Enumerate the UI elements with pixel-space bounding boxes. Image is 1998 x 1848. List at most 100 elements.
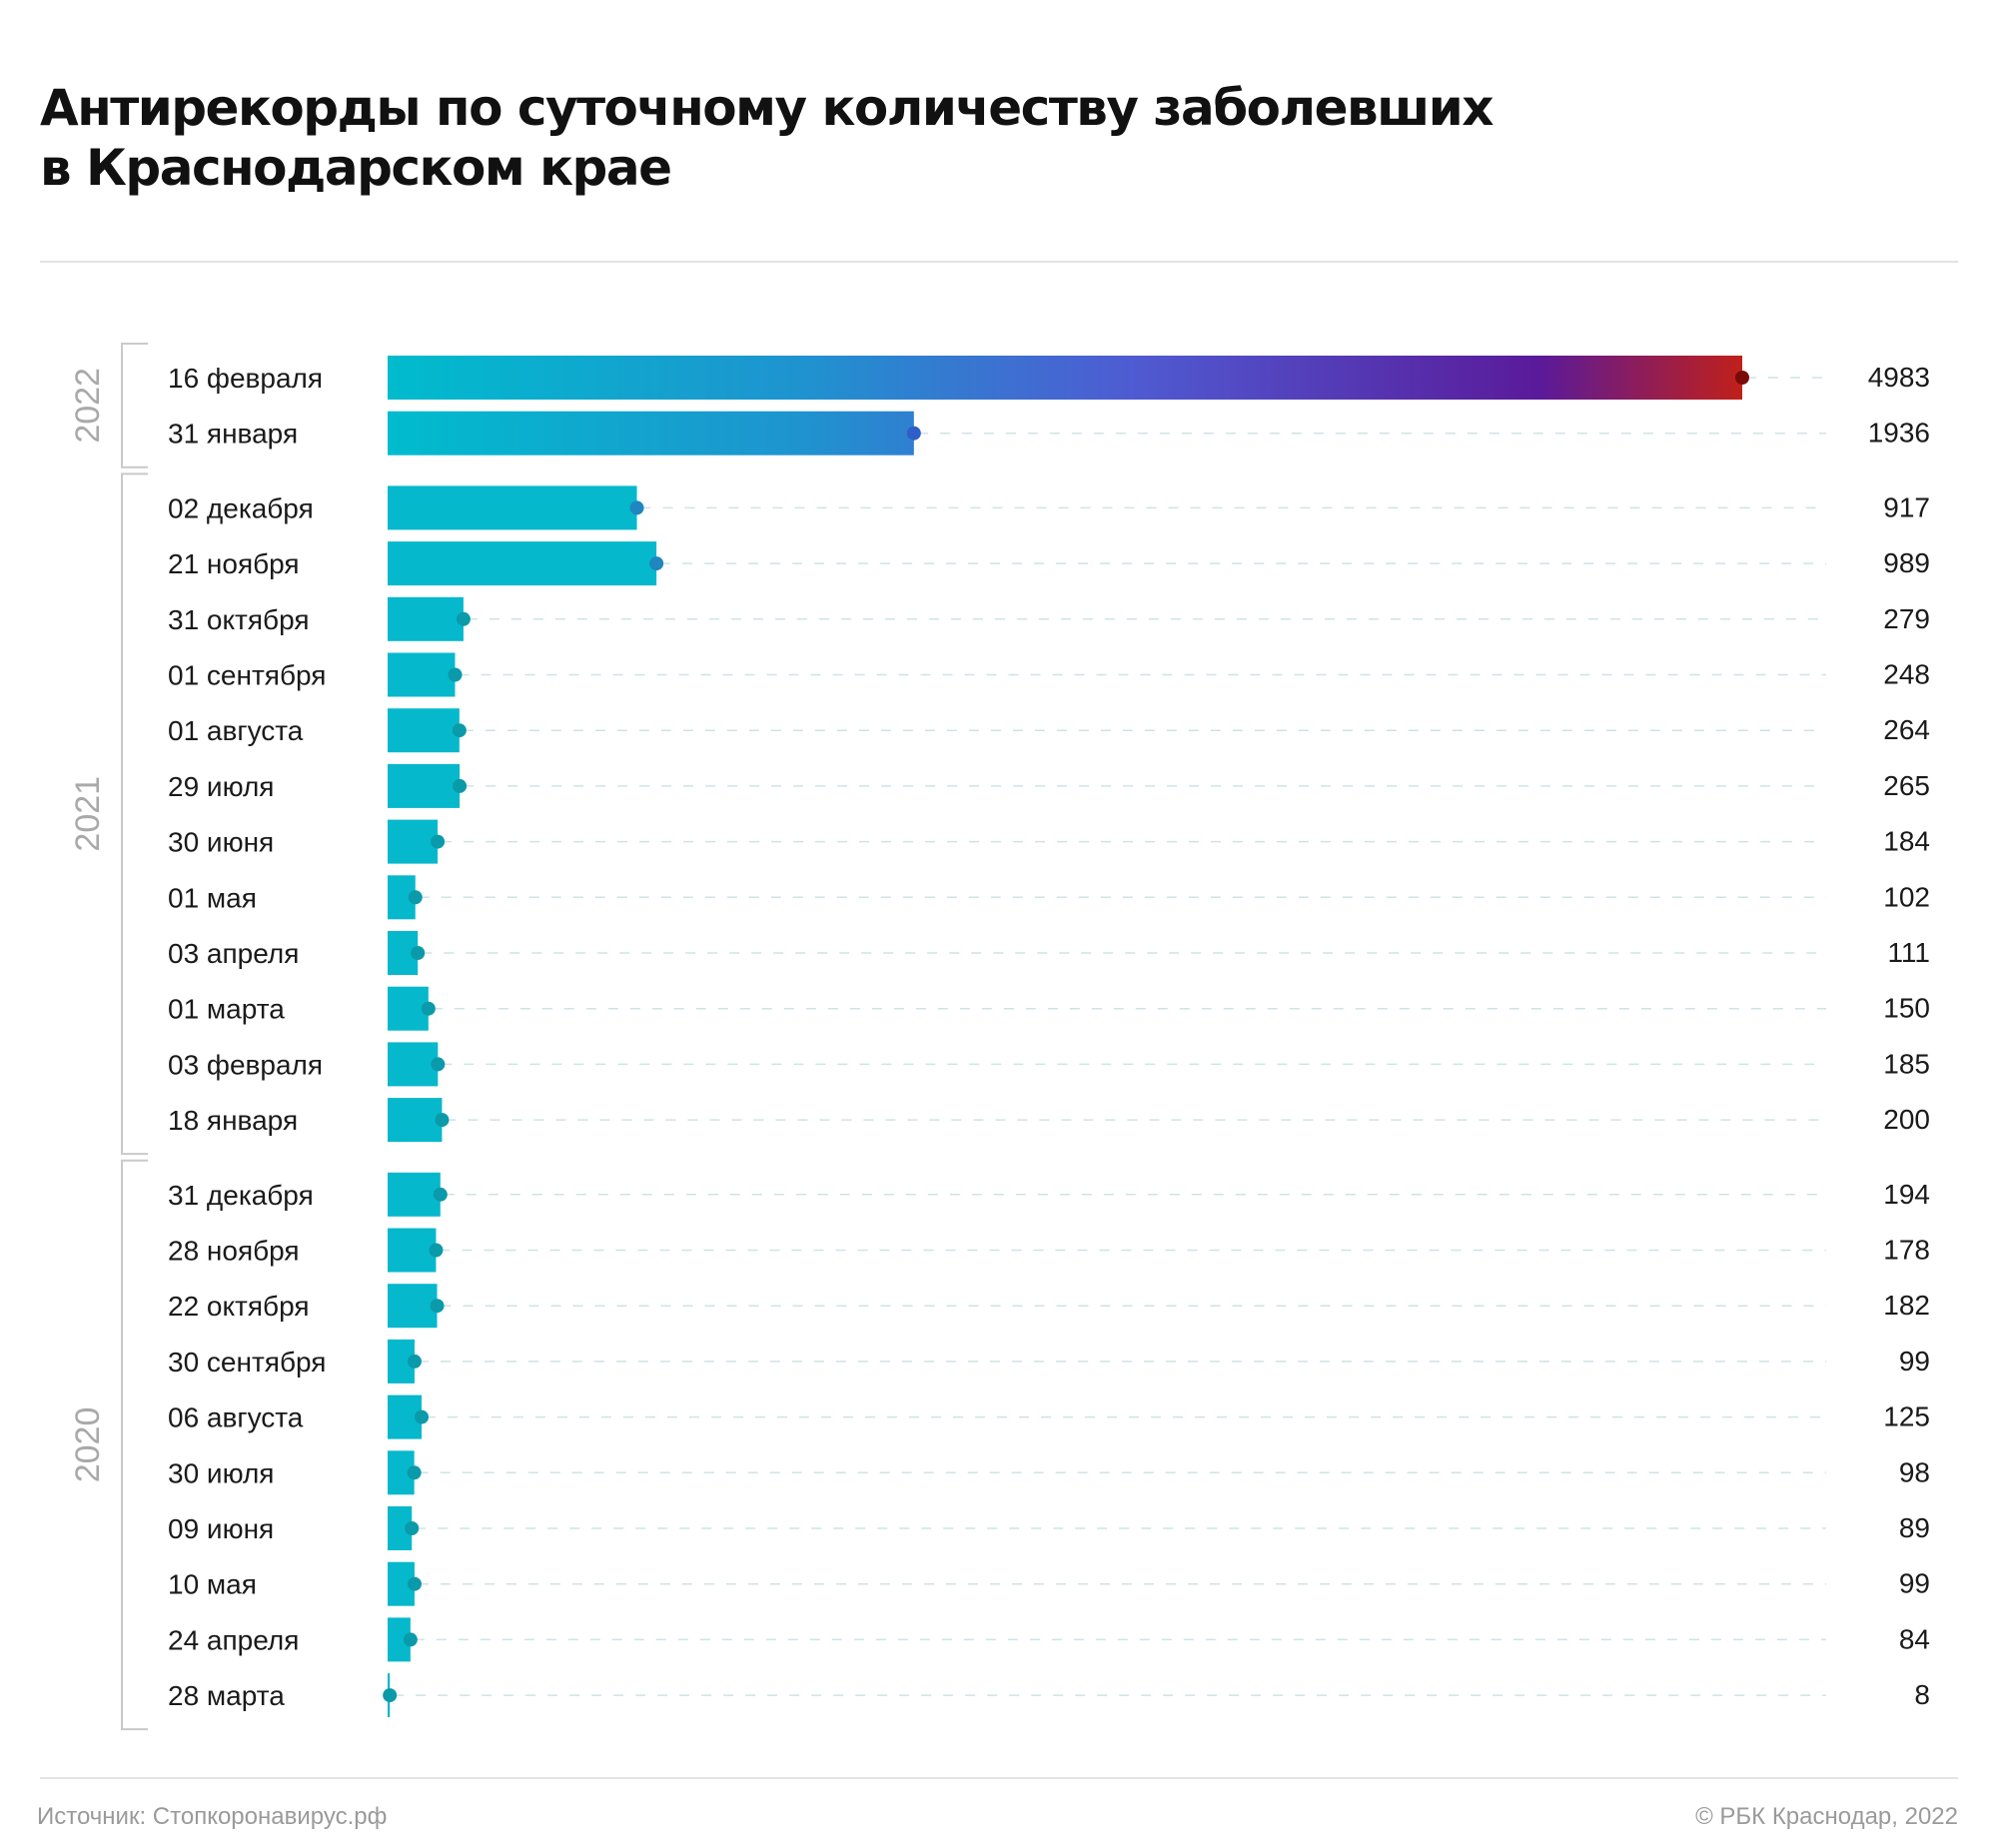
year-bracket <box>121 343 148 468</box>
bar-end-dot <box>407 1354 422 1369</box>
category-label: 21 ноября <box>168 548 300 579</box>
chart-title-line-2: в Краснодарском крае <box>40 139 672 197</box>
value-label: 185 <box>1883 1048 1930 1079</box>
copyright-note: © РБК Краснодар, 2022 <box>1695 1803 1958 1830</box>
category-label: 31 декабря <box>168 1180 314 1211</box>
value-label: 182 <box>1883 1290 1930 1321</box>
category-label: 24 апреля <box>168 1624 299 1655</box>
value-label: 102 <box>1883 881 1930 912</box>
category-label: 01 сентября <box>168 660 326 691</box>
value-label: 84 <box>1899 1623 1930 1654</box>
bar-end-dot <box>452 723 467 738</box>
bar <box>388 1228 437 1273</box>
value-label: 279 <box>1883 603 1930 634</box>
value-label: 178 <box>1883 1235 1930 1266</box>
category-label: 22 октября <box>168 1291 310 1322</box>
value-label: 99 <box>1899 1346 1930 1377</box>
bar-end-dot <box>415 1409 430 1424</box>
bar-end-dot <box>431 1057 446 1072</box>
bar <box>388 1284 438 1329</box>
bar-end-dot <box>456 611 471 626</box>
bar <box>388 411 914 456</box>
bar <box>388 819 439 864</box>
year-label: 2022 <box>69 368 107 444</box>
value-label: 125 <box>1883 1401 1930 1432</box>
value-label: 989 <box>1883 547 1930 578</box>
category-label: 16 февраля <box>168 363 323 394</box>
year-bracket <box>121 472 148 1156</box>
category-label: 01 августа <box>168 715 304 746</box>
value-label: 99 <box>1899 1568 1930 1599</box>
bar-end-dot <box>407 1576 422 1591</box>
value-label: 184 <box>1883 826 1930 857</box>
category-label: 09 июня <box>168 1513 274 1544</box>
value-label: 150 <box>1883 993 1930 1024</box>
category-label: 06 августа <box>168 1402 304 1433</box>
bar <box>388 485 637 530</box>
chart-title-line-1: Антирекорды по суточному количеству забо… <box>40 79 1495 137</box>
category-label: 29 июля <box>168 771 274 802</box>
bar-end-dot <box>1735 371 1749 385</box>
bar-end-dot <box>430 1299 445 1314</box>
value-label: 89 <box>1899 1512 1930 1543</box>
value-label: 200 <box>1883 1104 1930 1135</box>
bar <box>388 1617 411 1662</box>
category-label: 01 мая <box>168 882 257 913</box>
bar-end-dot <box>407 1465 422 1480</box>
category-label: 01 марта <box>168 994 285 1025</box>
bar-end-dot <box>649 556 664 571</box>
category-label: 28 ноября <box>168 1236 300 1267</box>
bar-end-dot <box>403 1632 418 1647</box>
bar-end-dot <box>421 1001 436 1016</box>
bar-end-dot <box>453 778 468 793</box>
value-label: 8 <box>1914 1679 1930 1710</box>
category-label: 03 февраля <box>168 1049 323 1080</box>
bar <box>388 1172 441 1217</box>
source-note: Источник: Стопкоронавирус.рф <box>37 1803 388 1830</box>
bar <box>388 356 1742 400</box>
bar-end-dot <box>448 667 463 682</box>
bar <box>388 596 464 641</box>
bar-end-dot <box>411 946 426 960</box>
value-label: 265 <box>1883 770 1930 801</box>
bar-end-dot <box>435 1113 450 1128</box>
bar-end-dot <box>383 1688 398 1703</box>
bar <box>388 541 657 586</box>
top-divider <box>40 261 1958 263</box>
year-label: 2021 <box>69 776 107 852</box>
bar-end-dot <box>429 1243 444 1258</box>
bar-end-dot <box>433 1187 448 1202</box>
bottom-divider <box>40 1777 1958 1779</box>
bar-end-dot <box>629 500 644 515</box>
bar <box>388 1098 443 1143</box>
bar-end-dot <box>405 1521 420 1535</box>
value-label: 248 <box>1883 659 1930 690</box>
category-label: 02 декабря <box>168 492 314 523</box>
bar <box>388 1042 439 1087</box>
value-label: 98 <box>1899 1456 1930 1487</box>
value-label: 1936 <box>1868 418 1930 449</box>
category-label: 18 января <box>168 1105 298 1136</box>
chart-title: Антирекорды по суточному количеству забо… <box>40 78 1838 198</box>
category-label: 10 мая <box>168 1569 257 1600</box>
bar <box>388 763 461 808</box>
bar <box>388 652 456 697</box>
category-label: 30 июля <box>168 1457 274 1488</box>
bar-end-dot <box>408 890 423 905</box>
value-label: 264 <box>1883 714 1930 745</box>
year-label: 2020 <box>69 1407 107 1483</box>
category-label: 30 июня <box>168 827 274 858</box>
category-label: 31 января <box>168 419 298 450</box>
year-bracket <box>121 1159 148 1731</box>
value-label: 111 <box>1887 937 1930 968</box>
value-label: 194 <box>1883 1179 1930 1210</box>
value-label: 917 <box>1883 491 1930 522</box>
bar <box>388 708 460 753</box>
category-label: 31 октября <box>168 604 310 635</box>
category-label: 30 сентября <box>168 1347 326 1378</box>
bar-end-dot <box>431 834 446 849</box>
value-label: 4983 <box>1868 362 1930 393</box>
bar-end-dot <box>906 426 921 441</box>
category-label: 28 марта <box>168 1680 285 1711</box>
